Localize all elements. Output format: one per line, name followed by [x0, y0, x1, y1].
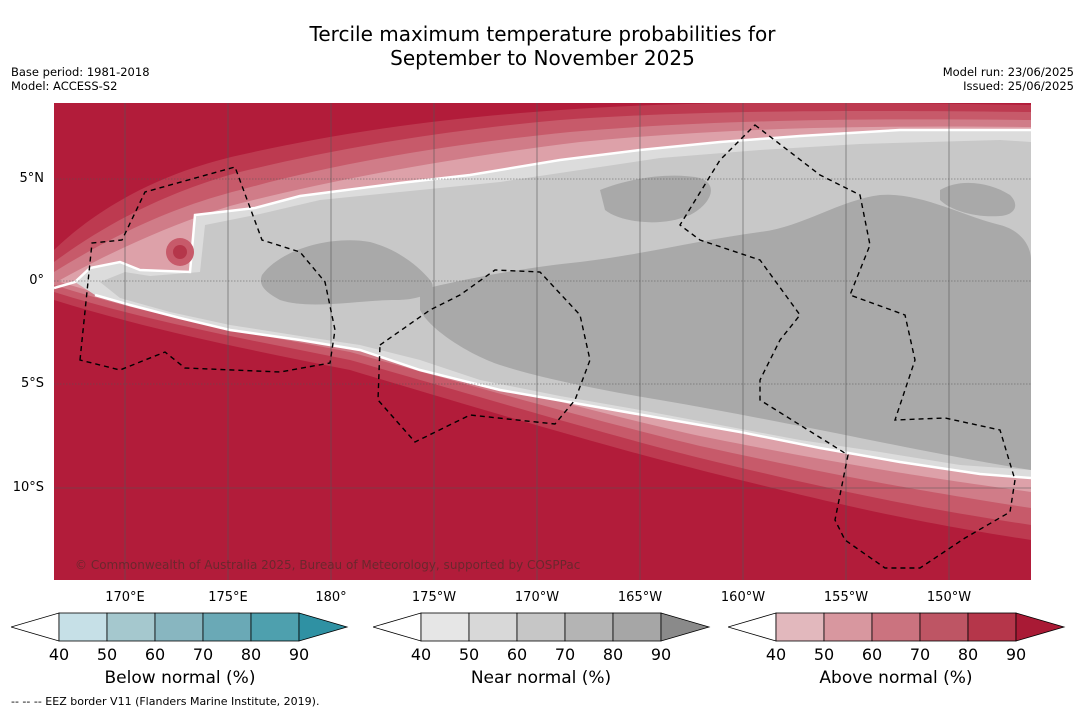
eez-border-east [679, 124, 1016, 569]
colorbar-near-tick: 70 [555, 645, 575, 664]
colorbar-below-tick: 80 [241, 645, 261, 664]
colorbar-near-segment [564, 612, 614, 642]
colorbar-near-tick: 80 [603, 645, 623, 664]
gridlines [54, 103, 1031, 580]
lon-label-170e: 170°E [105, 590, 145, 605]
run-info: Model run: 23/06/2025 Issued: 25/06/2025 [943, 65, 1074, 93]
near-normal-80-main-region [420, 194, 1031, 470]
map-title: Tercile maximum temperature probabilitie… [0, 22, 1085, 70]
colorbar-above-max-extend [1015, 612, 1066, 642]
lon-label-155w: 155°W [823, 590, 869, 605]
issued-date: Issued: 25/06/2025 [963, 79, 1074, 93]
lon-label-165w: 165°W [617, 590, 663, 605]
colorbar-below: 40 50 60 70 80 90 [11, 612, 349, 664]
colorbar-above-segment [823, 612, 873, 642]
colorbar-near-min-extend [373, 612, 422, 642]
colorbar-above: 40 50 60 70 80 90 [728, 612, 1066, 664]
near-normal-80-east-patch [940, 182, 1016, 217]
lon-label-175e: 175°E [208, 590, 248, 605]
colorbar-near-tick: 90 [651, 645, 671, 664]
colorbar-above-tick: 60 [862, 645, 882, 664]
lon-label-160w: 160°W [720, 590, 766, 605]
colorbar-near-segment [468, 612, 518, 642]
colorbar-above-segment [919, 612, 969, 642]
colorbar-near-tick: 60 [507, 645, 527, 664]
lon-label-175w: 175°W [411, 590, 457, 605]
lat-label-equator: 0° [29, 273, 44, 288]
near-normal-south-boundary [94, 293, 1031, 480]
colorbar-above-tick: 50 [814, 645, 834, 664]
colorbar-below-tick: 60 [145, 645, 165, 664]
near-normal-north-boundary [54, 128, 1031, 290]
dotted-gridlines [54, 178, 1031, 385]
model-run: Model run: 23/06/2025 [942, 65, 1074, 79]
lat-label-5n: 5°N [19, 171, 45, 186]
colorbar-above-tick: 70 [910, 645, 930, 664]
colorbar-above-tick: 80 [958, 645, 978, 664]
colorbar-near-segment [612, 612, 662, 642]
colorbar-below-max-extend [298, 612, 349, 642]
colorbar-below-tick: 50 [97, 645, 117, 664]
colorbar-above-segment [775, 612, 825, 642]
colorbar-below-tick: 70 [193, 645, 213, 664]
lon-label-170w: 170°W [514, 590, 560, 605]
colorbar-near: 40 50 60 70 80 90 [373, 612, 711, 664]
near-normal-80-north-patch [600, 175, 711, 223]
colorbar-above-tick: 40 [766, 645, 786, 664]
colorbar-near-segment [516, 612, 566, 642]
eez-border-central [377, 269, 591, 443]
colorbar-near-tick: 40 [411, 645, 431, 664]
colorbar-near-max-extend [660, 612, 711, 642]
eez-borders [79, 124, 1016, 569]
colorbar-below-tick: 40 [49, 645, 69, 664]
colorbar-below-min-extend [11, 612, 60, 642]
colorbar-below-segment [202, 612, 252, 642]
map-fill [54, 103, 1031, 580]
eez-footnote: -- -- -- EEZ border V11 (Flanders Marine… [11, 695, 320, 708]
title-line-1: Tercile maximum temperature probabilitie… [309, 22, 776, 46]
lat-label-5s: 5°S [20, 376, 44, 391]
warm-spot-core [173, 245, 187, 259]
colorbar-below-segment [154, 612, 204, 642]
model-name: Model: ACCESS-S2 [11, 79, 118, 93]
colorbar-label-near: Near normal (%) [470, 668, 612, 688]
eez-border-west [79, 166, 336, 373]
colorbar-above-tick: 90 [1006, 645, 1026, 664]
base-period: Base period: 1981-2018 [11, 65, 150, 79]
colorbar-below-tick: 90 [289, 645, 309, 664]
colorbar-near-segment [420, 612, 470, 642]
colorbar-above-min-extend [728, 612, 777, 642]
lat-label-10s: 10°S [12, 480, 44, 495]
lon-label-150w: 150°W [926, 590, 972, 605]
title-line-2: September to November 2025 [390, 46, 695, 70]
copyright-notice: © Commonwealth of Australia 2025, Bureau… [75, 558, 581, 572]
colorbar-below-segment [106, 612, 156, 642]
colorbar-above-segment [967, 612, 1017, 642]
colorbar-label-below: Below normal (%) [104, 668, 256, 688]
colorbar-below-segment [250, 612, 300, 642]
colorbar-above-segment [871, 612, 921, 642]
colorbar-label-above: Above normal (%) [819, 668, 973, 688]
lon-label-180: 180° [315, 590, 347, 605]
colorbar-near-tick: 50 [459, 645, 479, 664]
colorbar-below-segment [58, 612, 108, 642]
base-info: Base period: 1981-2018 Model: ACCESS-S2 [11, 65, 150, 93]
